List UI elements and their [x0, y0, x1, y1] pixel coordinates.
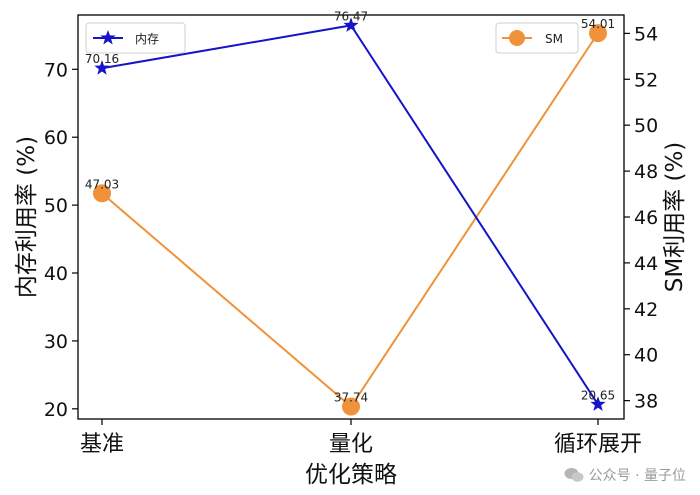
- right-tick-label-44: 44: [634, 253, 658, 275]
- left-tick-label-50: 50: [44, 195, 68, 217]
- x-axis-ticks: 基准 量化 循环展开: [80, 419, 642, 457]
- left-tick-label-60: 60: [44, 127, 68, 149]
- wechat-icon: [564, 468, 584, 482]
- legend-sm: SM: [495, 22, 579, 54]
- right-tick-label-42: 42: [634, 299, 658, 321]
- x-tick-label-1: 量化: [329, 432, 373, 457]
- legend-memory-box: [85, 22, 186, 54]
- right-tick-label-52: 52: [634, 69, 658, 91]
- legend-sm-circle-icon: [509, 30, 525, 46]
- right-tick-label-54: 54: [634, 23, 658, 45]
- data-labels: 47.03 37.74 54.01 70.16 76.47 20.65: [85, 9, 615, 404]
- sm-label-0: 47.03: [85, 177, 119, 191]
- sm-point-0: [93, 184, 111, 203]
- plot-frame: [77, 14, 625, 420]
- x-tick-label-0: 基准: [80, 432, 124, 457]
- series-line-memory: [101, 24, 599, 405]
- right-tick-label-38: 38: [634, 391, 658, 413]
- series-line-sm: [101, 32, 599, 409]
- right-tick-label-50: 50: [634, 115, 658, 137]
- memory-point-1: [343, 17, 359, 32]
- left-axis-ticks: 20 30 40 50 60 70: [44, 59, 78, 421]
- legend-memory-label: 内存: [135, 32, 159, 46]
- sm-point-1: [342, 397, 360, 416]
- watermark: 公众号 · 量子位: [564, 465, 686, 485]
- left-tick-label-20: 20: [44, 399, 68, 421]
- left-tick-label-30: 30: [44, 331, 68, 353]
- series-layer: [93, 17, 607, 416]
- x-tick-label-2: 循环展开: [554, 432, 642, 457]
- memory-label-2: 20.65: [581, 388, 615, 402]
- legend-memory-star-icon: [100, 30, 116, 45]
- left-tick-label-40: 40: [44, 263, 68, 285]
- memory-label-0: 70.16: [85, 52, 119, 66]
- right-tick-label-46: 46: [634, 207, 658, 229]
- memory-label-1: 76.47: [334, 9, 368, 23]
- x-axis-title: 优化策略: [305, 462, 397, 488]
- legend-sm-label: SM: [545, 32, 563, 46]
- sm-label-2: 54.01: [581, 17, 615, 31]
- watermark-text: 公众号 · 量子位: [588, 468, 686, 484]
- right-axis-title: SM利用率 (%): [662, 142, 688, 293]
- sm-point-2: [589, 24, 607, 43]
- left-axis-title: 内存利用率 (%): [14, 136, 40, 298]
- memory-point-2: [590, 396, 606, 411]
- right-tick-label-40: 40: [634, 345, 658, 367]
- right-axis-ticks: 38 40 42 44 46 48 50 52 54: [624, 23, 658, 413]
- sm-label-1: 37.74: [334, 391, 368, 405]
- legend-memory: 内存: [85, 22, 186, 54]
- left-tick-label-70: 70: [44, 59, 68, 81]
- right-tick-label-48: 48: [634, 161, 658, 183]
- memory-point-0: [94, 60, 110, 75]
